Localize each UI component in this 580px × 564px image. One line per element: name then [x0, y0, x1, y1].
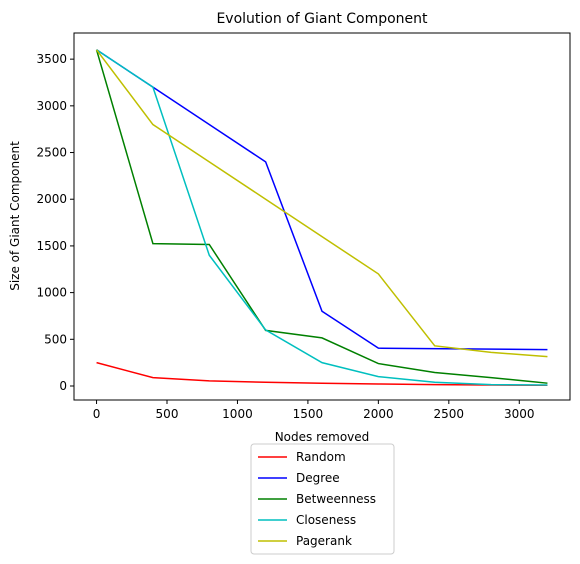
- legend-box: [250, 443, 395, 555]
- legend-label-random: Random: [296, 450, 346, 464]
- y-tick-label: 500: [44, 332, 67, 346]
- x-tick-label: 0: [93, 407, 101, 421]
- legend-label-degree: Degree: [296, 471, 340, 485]
- x-tick-label: 1500: [293, 407, 324, 421]
- y-axis: 0 500 1000 1500 2000 2500 3000 3500: [36, 52, 74, 393]
- x-tick-label: 1000: [222, 407, 253, 421]
- x-axis: 0 500 1000 1500 2000 2500 3000: [93, 400, 535, 421]
- y-tick-label: 2000: [36, 192, 67, 206]
- y-tick-label: 2500: [36, 146, 67, 160]
- series-line-random: [96, 361, 548, 386]
- plot-frame: [73, 32, 571, 401]
- plot-lines: [95, 49, 548, 386]
- series-line-degree: [96, 49, 548, 351]
- chart-title: Evolution of Giant Component: [216, 11, 428, 27]
- legend-label-betweenness: Betweenness: [296, 492, 376, 506]
- y-tick-label: 3500: [36, 52, 67, 66]
- series-line-betweenness: [95, 49, 548, 384]
- legend: Random Degree Betweenness Closeness Pagerank: [250, 443, 395, 555]
- y-tick-label: 0: [59, 379, 67, 393]
- x-tick-label: 2500: [434, 407, 465, 421]
- x-tick-label: 500: [156, 407, 179, 421]
- series-line-pagerank: [95, 49, 548, 358]
- x-tick-label: 2000: [363, 407, 394, 421]
- y-tick-label: 1000: [36, 286, 67, 300]
- y-tick-label: 3000: [36, 99, 67, 113]
- x-tick-label: 3000: [504, 407, 535, 421]
- y-tick-label: 1500: [36, 239, 67, 253]
- x-axis-label: Nodes removed: [275, 430, 370, 444]
- series-line-closeness: [96, 49, 548, 386]
- legend-label-pagerank: Pagerank: [296, 534, 352, 548]
- y-axis-label: Size of Giant Component: [8, 141, 22, 291]
- legend-label-closeness: Closeness: [296, 513, 356, 527]
